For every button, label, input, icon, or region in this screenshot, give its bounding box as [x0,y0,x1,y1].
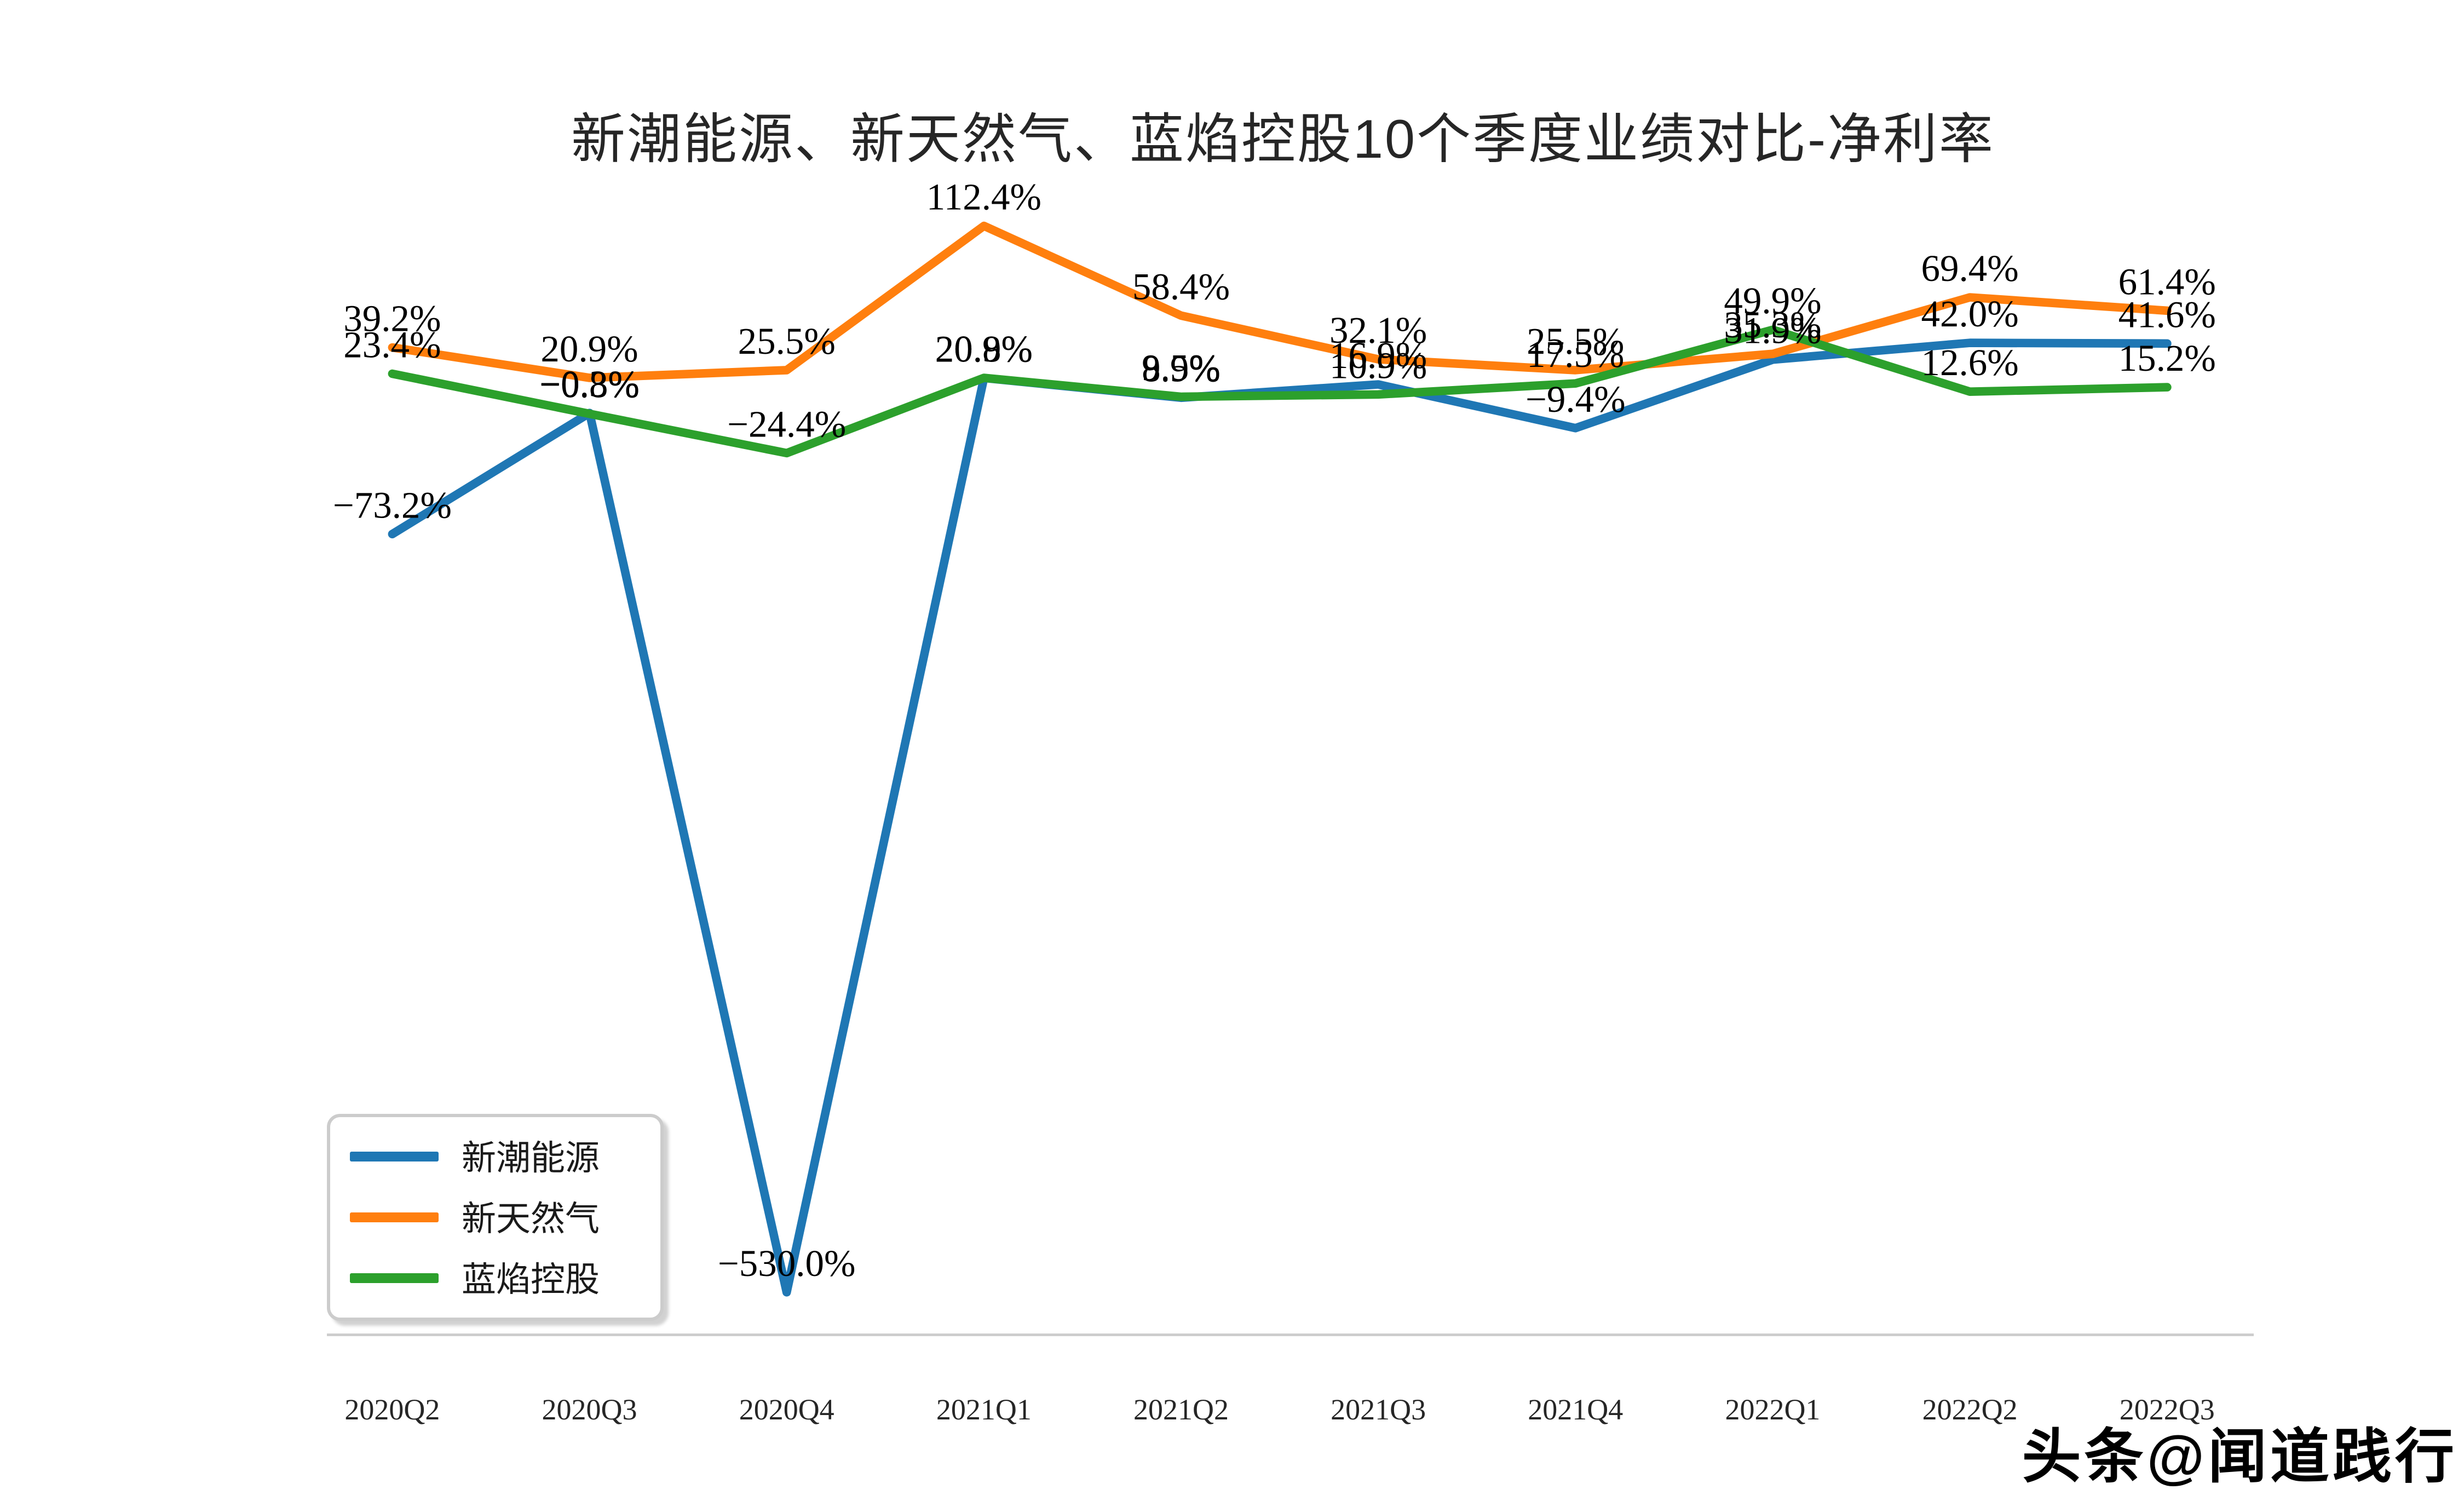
data-label-2-2021Q1: 20.9% [935,328,1033,370]
legend-swatch-blue-icon [350,1152,439,1162]
data-label-0-2021Q2: 8.9% [1142,348,1221,389]
data-label-2-2022Q2: 12.6% [1921,342,2018,383]
data-label-0-2021Q1: 20.8% [935,328,1033,370]
data-label-0-2021Q4: −9.4% [1525,378,1626,420]
x-tick-label: 2021Q3 [1331,1393,1426,1426]
data-label-1-2022Q2: 69.4% [1921,248,2018,289]
legend-label: 新天然气 [462,1200,600,1239]
data-label-1-2020Q3: 20.9% [540,328,638,370]
data-label-1-2021Q3: 32.1% [1329,309,1427,351]
data-label-0-2020Q2: −73.2% [333,484,452,526]
data-label-2-2021Q3: 10.9% [1329,344,1427,386]
series-line-2 [388,325,2172,458]
legend-label: 蓝焰控股 [462,1261,600,1299]
x-tick-label: 2020Q4 [739,1393,834,1426]
series-line-1 [388,221,2172,382]
data-label-1-2021Q4: 25.5% [1527,320,1624,362]
x-tick-label: 2022Q1 [1725,1393,1820,1426]
chart-title: 新潮能源、新天然气、蓝焰控股10个季度业绩对比-净利率 [571,108,1995,169]
legend-swatch-orange-icon [350,1212,439,1222]
data-label-2-2022Q1: 49.9% [1724,280,1821,321]
series-line-0 [388,338,2172,1297]
x-tick-label: 2021Q1 [936,1393,1032,1426]
x-tick-label: 2021Q2 [1133,1393,1229,1426]
data-label-1-2021Q2: 58.4% [1132,266,1230,307]
data-label-2-2021Q2: 9.5% [1142,347,1221,389]
legend-item-xintianranqi: 新天然气 [330,1193,660,1242]
x-tick-label: 2020Q2 [344,1393,440,1426]
data-label-1-2020Q2: 39.2% [343,298,441,340]
x-tick-label: 2022Q3 [2120,1393,2215,1426]
data-label-2-2021Q4: 17.5% [1527,334,1624,375]
data-label-1-2022Q3: 61.4% [2118,261,2216,302]
data-label-2-2020Q3: −0.8% [539,364,640,406]
data-label-0-2022Q1: 31.9% [1724,310,1821,352]
data-label-0-2022Q2: 42.0% [1921,293,2018,335]
legend-item-xinchao: 新潮能源 [330,1132,660,1182]
data-label-1-2020Q4: 25.5% [738,320,836,362]
legend: 新潮能源 新天然气 蓝焰控股 [327,1114,664,1321]
legend-swatch-green-icon [350,1272,439,1283]
x-tick-label: 2022Q2 [1922,1393,2018,1426]
legend-label: 新潮能源 [462,1140,600,1178]
watermark: 头条@闻道践行 [2022,1423,2457,1490]
data-label-2-2022Q3: 15.2% [2118,337,2216,379]
data-label-1-2021Q1: 112.4% [926,176,1041,218]
data-label-2-2020Q2: 23.4% [343,324,441,366]
data-label-0-2020Q3: −0.3% [539,363,640,405]
data-label-0-2020Q4: −530.0% [718,1243,856,1284]
x-tick-label: 2020Q3 [542,1393,637,1426]
data-label-0-2022Q3: 41.6% [2118,294,2216,335]
data-label-0-2021Q3: 16.9% [1329,335,1427,376]
legend-item-lanyan: 蓝焰控股 [330,1253,660,1302]
data-label-1-2022Q1: 35.3% [1724,304,1821,346]
x-tick-label: 2021Q4 [1528,1393,1623,1426]
data-label-2-2020Q4: −24.4% [727,403,846,445]
